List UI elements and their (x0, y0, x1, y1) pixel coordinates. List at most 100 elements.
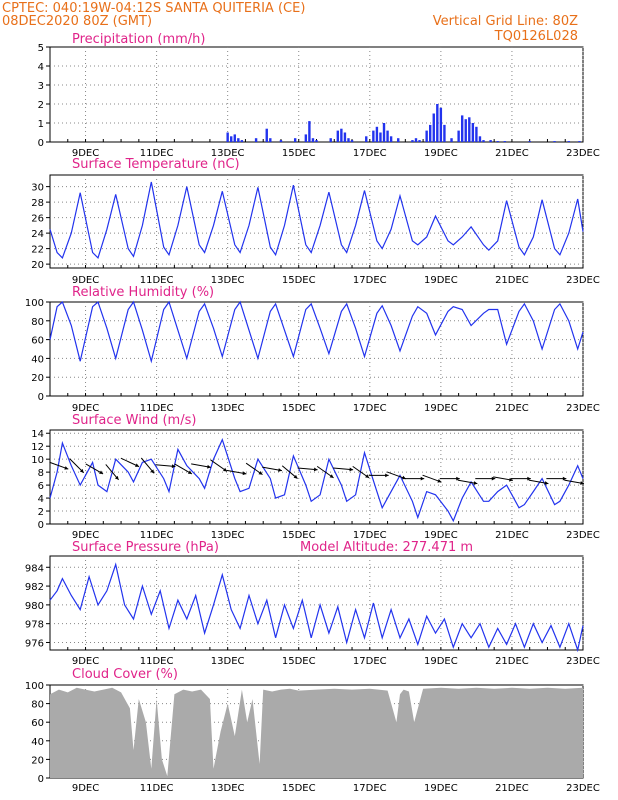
precip-x-tick-label: 17DEC (353, 148, 387, 159)
precip-bar (254, 138, 258, 142)
pres-line (49, 562, 584, 653)
precip-title: Precipitation (mm/h) (72, 32, 205, 47)
wind-y-tick-label: 8 (38, 468, 44, 479)
temp-y-tick-label: 30 (31, 183, 44, 194)
precip-bar (468, 117, 471, 142)
precip-bar (478, 136, 482, 142)
precip-bar (311, 138, 315, 142)
temp-line (49, 181, 584, 260)
wind-x-tick-label: 13DEC (211, 530, 245, 541)
precip-y-tick-label: 0 (38, 138, 44, 149)
cloud-title: Cloud Cover (%) (72, 667, 178, 682)
cloud-x-tick-label: 9DEC (72, 783, 99, 794)
cloud-x-tick-label: 23DEC (566, 783, 600, 794)
precip-bar (372, 130, 375, 142)
precip-bar (460, 115, 464, 142)
wind-arrow-head (171, 464, 176, 469)
precip-bar (567, 141, 570, 142)
wind-arrow (564, 479, 585, 485)
wind-arrow (226, 469, 247, 476)
pres-y-tick-label: 976 (25, 638, 44, 649)
rh-y-tick-label: 80 (31, 317, 44, 328)
wind-arrow (368, 473, 389, 478)
pres-x-tick-label: 17DEC (353, 656, 387, 667)
precip-bar (265, 128, 268, 142)
precip-bar (315, 140, 318, 142)
wind-y-tick-label: 2 (38, 507, 44, 518)
wind-arrow-head (473, 481, 478, 485)
wind-arrow-head (349, 467, 354, 472)
wind-x-tick-label: 23DEC (566, 530, 600, 541)
temp-x-tick-label: 19DEC (424, 275, 458, 286)
precip-bar (293, 138, 297, 142)
precip-bar (464, 119, 467, 142)
wind-x-tick-label: 21DEC (495, 530, 529, 541)
wind-arrow (85, 463, 104, 475)
wind-arrow (333, 467, 354, 472)
wind-line (49, 438, 584, 523)
precip-bar (496, 141, 499, 142)
wind-y-tick-label: 10 (31, 455, 44, 466)
precip-bar (379, 132, 382, 142)
pres-y-tick-label: 980 (25, 601, 44, 612)
wind-arrow (281, 465, 298, 479)
wind-arrow (120, 457, 140, 468)
precip-bar (432, 113, 435, 142)
wind-arrow (457, 479, 478, 485)
temp-x-tick-label: 17DEC (353, 275, 387, 286)
temp-panel: 9DEC 11DEC 13DEC 15DEC 17DEC 19DEC 21DEC 23DEC 2… (31, 157, 600, 286)
precip-bar (386, 130, 389, 142)
wind-arrow-head (491, 476, 496, 481)
precip-bar (443, 124, 446, 142)
temp-y-tick-label: 20 (31, 260, 44, 271)
precip-y-tick-label: 3 (38, 81, 44, 92)
wind-arrow (297, 467, 318, 472)
wind-arrow (510, 476, 531, 481)
pres-y-tick-label: 984 (25, 563, 44, 574)
wind-y-tick-label: 0 (38, 520, 44, 531)
rh-x-tick-label: 11DEC (140, 403, 174, 414)
temp-y-tick-label: 22 (31, 245, 44, 256)
precip-bar (350, 140, 354, 142)
wind-arrow (475, 476, 496, 481)
wind-arrow-head (420, 476, 425, 481)
cloud-x-tick-label: 15DEC (282, 783, 316, 794)
rh-y-tick-label: 20 (31, 373, 44, 384)
precip-bar (233, 134, 236, 142)
precip-bar (375, 126, 379, 142)
wind-arrow-head (222, 467, 227, 472)
precip-y-tick-label: 5 (38, 43, 44, 54)
cloud-y-tick-label: 0 (38, 774, 44, 785)
cloud-y-tick-label: 60 (31, 718, 44, 729)
precip-y-tick-label: 4 (38, 62, 44, 73)
precip-x-tick-label: 19DEC (424, 148, 458, 159)
precip-bar (343, 132, 347, 142)
pres-x-tick-label: 19DEC (424, 656, 458, 667)
wind-x-tick-label: 19DEC (424, 530, 458, 541)
precip-bar (347, 138, 350, 142)
precip-bar (382, 123, 386, 142)
wind-arrow-head (242, 471, 247, 476)
panels: 9DEC 11DEC 13DEC 15DEC 17DEC 19DEC 21DEC 23DEC 0… (25, 32, 600, 794)
rh-y-tick-label: 40 (31, 354, 44, 365)
precip-bar (553, 141, 556, 142)
wind-arrow-head (544, 481, 549, 485)
precip-bar (439, 107, 443, 142)
wind-arrow (493, 476, 513, 482)
cloud-area (50, 687, 583, 778)
wind-arrow-head (329, 474, 334, 478)
rh-x-tick-label: 17DEC (353, 403, 387, 414)
temp-y-tick-label: 24 (31, 229, 44, 240)
wind-arrow-head (456, 476, 460, 481)
wind-arrow-head (562, 476, 567, 481)
wind-arrow-head (278, 468, 282, 472)
wind-x-tick-label: 9DEC (72, 530, 99, 541)
rh-x-tick-label: 21DEC (495, 403, 529, 414)
precip-x-tick-label: 23DEC (566, 148, 600, 159)
pres-panel: 9DEC 11DEC 13DEC 15DEC 17DEC 19DEC 21DEC 23DEC 9… (25, 540, 600, 667)
wind-x-tick-label: 17DEC (353, 530, 387, 541)
precip-bar (528, 141, 531, 142)
temp-x-tick-label: 9DEC (72, 275, 99, 286)
wind-arrow-head (150, 469, 155, 474)
precip-bar (503, 141, 507, 142)
